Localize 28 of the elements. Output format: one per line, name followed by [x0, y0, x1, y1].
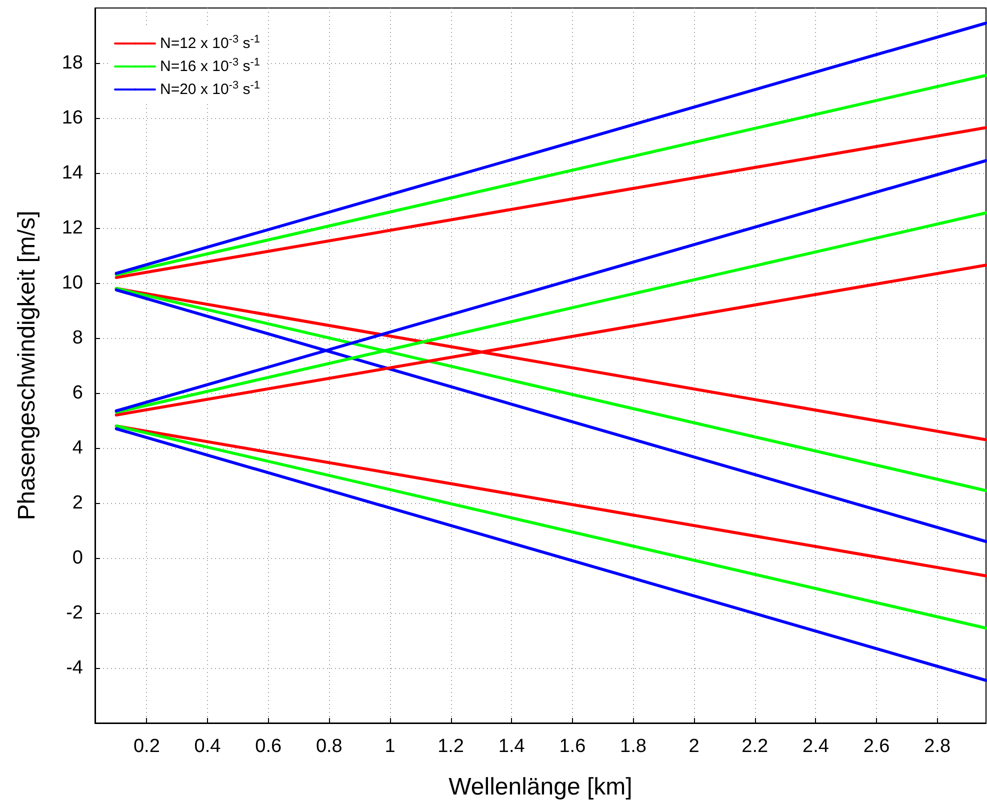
y-tick-label: 8: [72, 328, 83, 348]
y-tick-label: 4: [72, 438, 84, 458]
x-tick-label: 0.6: [255, 736, 282, 757]
y-tick-label: 12: [62, 218, 83, 238]
y-tick-label: 2: [72, 492, 83, 514]
y-tick-label: -2: [66, 602, 83, 624]
x-tick-label: 2: [688, 736, 700, 757]
x-tick-label: 0.4: [194, 736, 222, 757]
y-tick-label: 14: [62, 162, 84, 184]
x-tick-label: 2.6: [863, 736, 890, 757]
y-tick-label: 18: [62, 52, 83, 74]
y-tick-label: 6: [72, 382, 83, 404]
x-tick-label: 0.8: [316, 736, 342, 757]
x-tick-label: 1.4: [498, 736, 526, 757]
y-tick-label: 16: [62, 108, 83, 128]
x-tick-label: 0.2: [133, 736, 160, 757]
x-tick-label: 1: [384, 736, 396, 757]
y-tick-label: -4: [66, 658, 84, 678]
y-axis-title: Phasengeschwindigkeit [m/s]: [14, 210, 40, 520]
y-tick-label: 0: [72, 548, 83, 568]
x-tick-label: 2.8: [924, 736, 951, 757]
x-tick-label: 1.2: [438, 736, 464, 757]
x-axis-title: Wellenlänge [km]: [448, 774, 632, 800]
x-tick-label: 1.6: [559, 736, 586, 757]
x-tick-label: 2.2: [742, 736, 768, 757]
y-tick-label: 10: [62, 272, 83, 294]
x-tick-label: 1.8: [620, 736, 646, 757]
x-tick-label: 2.4: [802, 736, 830, 757]
